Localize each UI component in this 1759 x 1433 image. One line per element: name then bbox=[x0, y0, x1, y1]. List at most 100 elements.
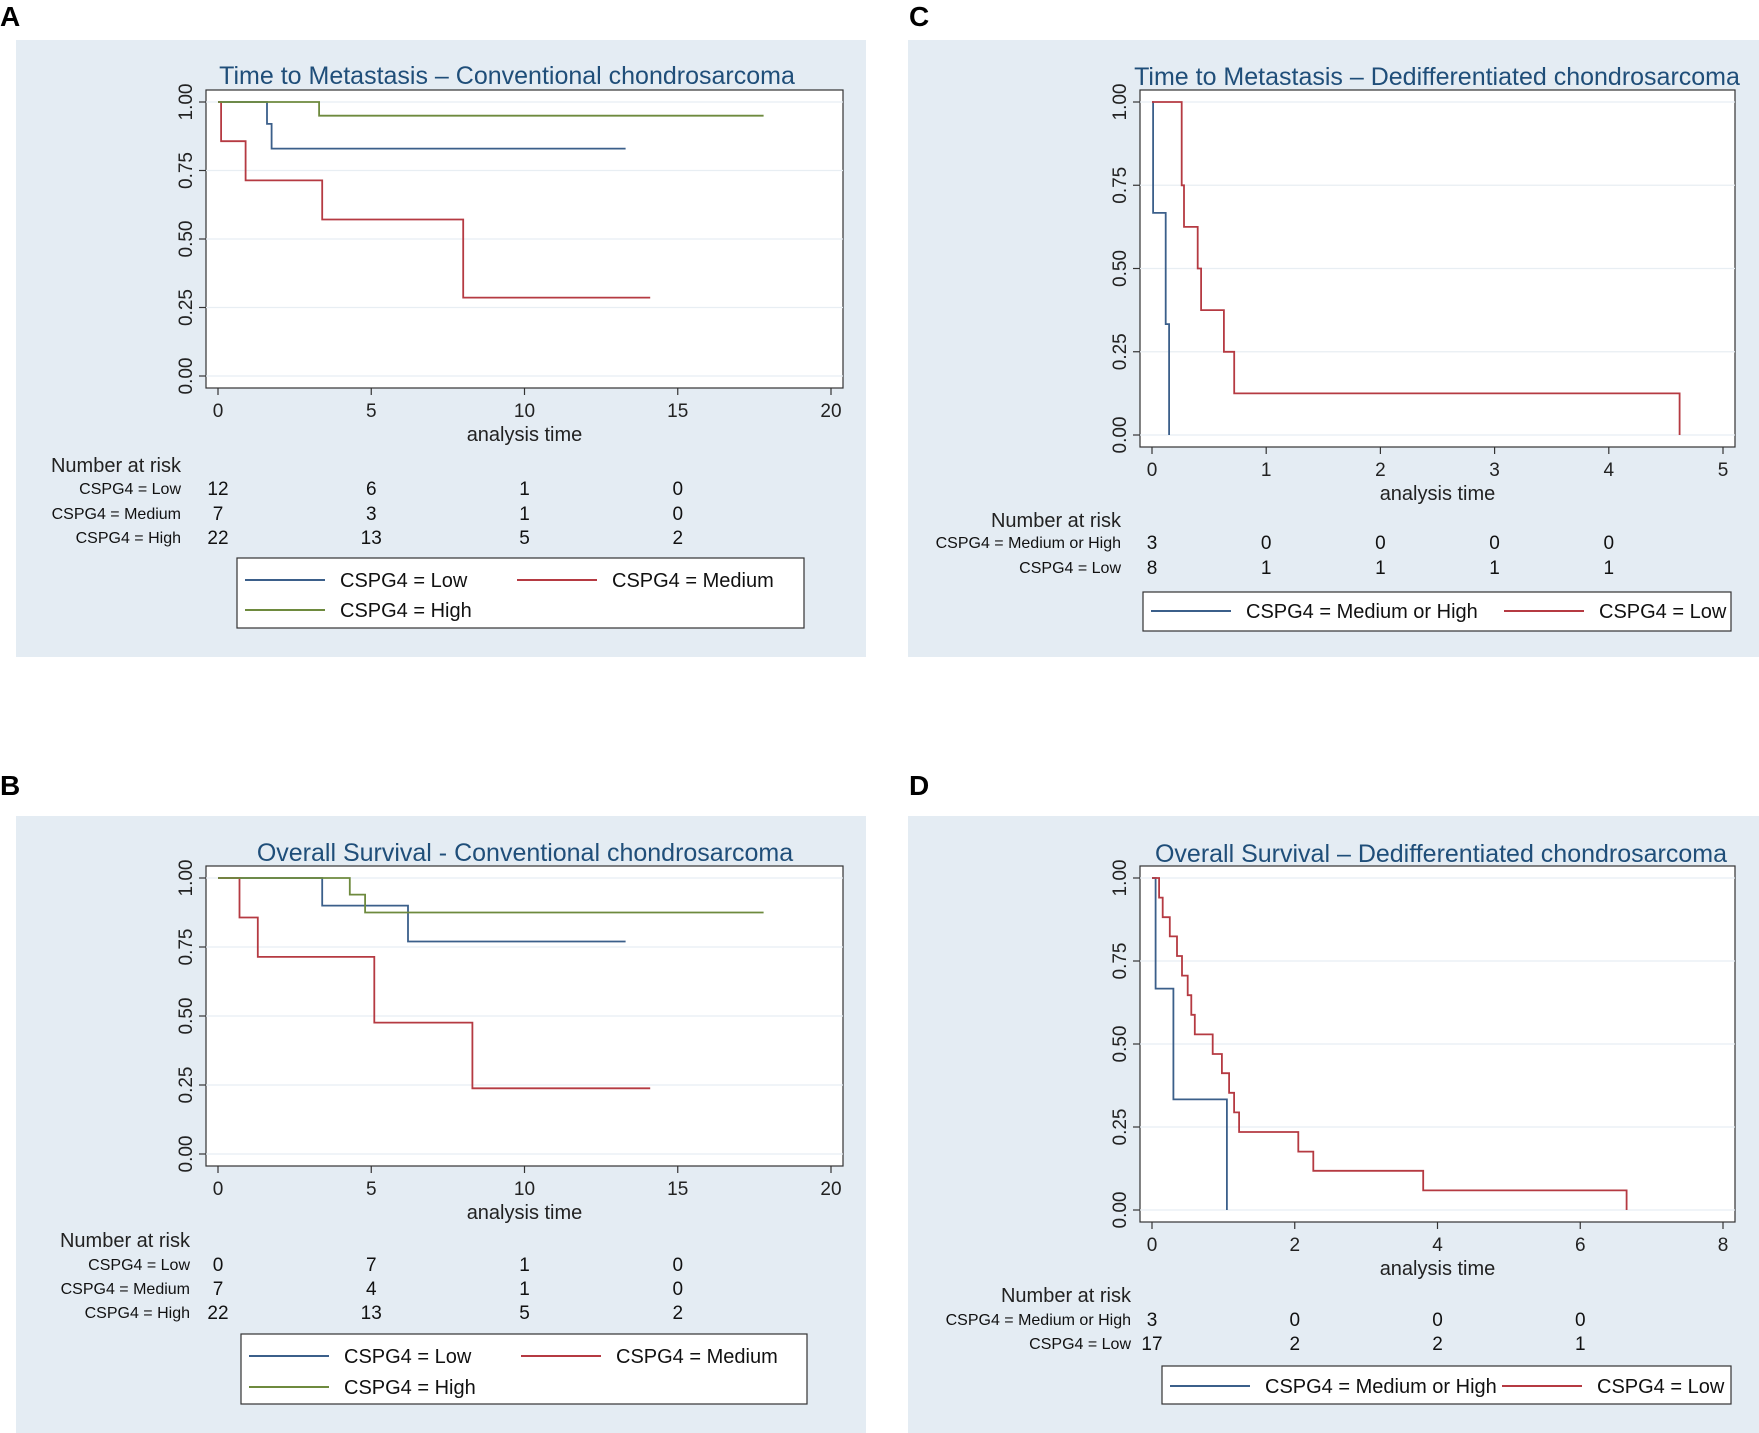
y-tick-label: 0.75 bbox=[176, 152, 197, 189]
risk-count: 13 bbox=[361, 1303, 382, 1324]
x-tick-label: 0 bbox=[213, 1179, 224, 1200]
y-tick-label: 0.25 bbox=[176, 1067, 197, 1104]
y-tick-label: 0.75 bbox=[1110, 943, 1131, 980]
risk-row-label: CSPG4 = Medium or High bbox=[936, 535, 1121, 552]
risk-count: 0 bbox=[672, 1279, 683, 1300]
series-line-cspg-medium bbox=[218, 101, 651, 299]
y-tick-label: 0.50 bbox=[176, 221, 197, 258]
chart-title: Time to Metastasis – Dedifferentiated ch… bbox=[1134, 63, 1740, 91]
risk-count: 6 bbox=[366, 479, 377, 500]
x-tick-label: 4 bbox=[1604, 460, 1615, 481]
risk-row-label: CSPG4 = High bbox=[85, 1305, 190, 1322]
risk-count: 1 bbox=[519, 479, 530, 500]
series-line-cspg-low bbox=[1152, 877, 1628, 1210]
risk-count: 0 bbox=[672, 479, 683, 500]
risk-count: 0 bbox=[1575, 1310, 1586, 1331]
risk-count: 4 bbox=[366, 1279, 377, 1300]
x-tick-label: 15 bbox=[667, 1179, 688, 1200]
y-tick-label: 1.00 bbox=[1110, 860, 1131, 897]
risk-count: 1 bbox=[519, 1279, 530, 1300]
risk-count: 12 bbox=[207, 479, 228, 500]
y-tick-label: 0.50 bbox=[176, 998, 197, 1035]
risk-table-heading: Number at risk bbox=[51, 455, 182, 477]
chart-title: Time to Metastasis – Conventional chondr… bbox=[219, 62, 795, 90]
x-tick-label: 0 bbox=[1147, 460, 1158, 481]
x-tick-label: 20 bbox=[820, 1179, 841, 1200]
risk-table-heading: Number at risk bbox=[991, 510, 1122, 532]
y-tick-label: 1.00 bbox=[176, 860, 197, 897]
risk-count: 0 bbox=[672, 504, 683, 525]
risk-count: 8 bbox=[1147, 558, 1158, 579]
risk-count: 1 bbox=[1575, 1334, 1586, 1355]
risk-table-heading: Number at risk bbox=[60, 1230, 191, 1252]
x-axis-label: analysis time bbox=[1380, 483, 1496, 505]
series-line-cspg-low bbox=[1152, 101, 1681, 435]
legend-entry: CSPG4 = Low bbox=[1599, 601, 1727, 623]
risk-row-label: CSPG4 = Medium or High bbox=[946, 1312, 1131, 1329]
panel-a: A Time to Metastasis – Conventional chond… bbox=[0, 1, 866, 657]
risk-count: 0 bbox=[672, 1255, 683, 1276]
risk-count: 22 bbox=[207, 528, 228, 549]
x-tick-label: 4 bbox=[1432, 1235, 1443, 1256]
x-tick-label: 2 bbox=[1289, 1235, 1300, 1256]
panel-label: C bbox=[909, 1, 929, 32]
x-tick-label: 5 bbox=[366, 401, 377, 422]
risk-row-label: CSPG4 = Low bbox=[79, 481, 181, 498]
risk-count: 3 bbox=[366, 504, 377, 525]
risk-count: 22 bbox=[207, 1303, 228, 1324]
risk-count: 0 bbox=[1432, 1310, 1443, 1331]
risk-row-label: CSPG4 = Medium bbox=[61, 1281, 190, 1298]
x-axis-label: analysis time bbox=[467, 424, 583, 446]
x-tick-label: 3 bbox=[1489, 460, 1500, 481]
x-tick-label: 10 bbox=[514, 401, 535, 422]
x-axis-label: analysis time bbox=[467, 1202, 583, 1224]
legend-entry: CSPG4 = High bbox=[340, 600, 472, 622]
y-tick-label: 1.00 bbox=[176, 84, 197, 121]
legend-entry: CSPG4 = Low bbox=[344, 1346, 472, 1368]
x-tick-label: 20 bbox=[820, 401, 841, 422]
legend-entry: CSPG4 = Medium bbox=[616, 1346, 778, 1368]
risk-count: 1 bbox=[519, 1255, 530, 1276]
y-tick-label: 1.00 bbox=[1110, 84, 1131, 121]
panel-label: D bbox=[909, 770, 929, 801]
risk-count: 2 bbox=[672, 528, 683, 549]
risk-count: 7 bbox=[213, 1279, 224, 1300]
legend-entry: CSPG4 = Medium bbox=[612, 570, 774, 592]
legend-box bbox=[240, 1333, 808, 1405]
risk-count: 1 bbox=[519, 504, 530, 525]
risk-count: 5 bbox=[519, 528, 530, 549]
risk-count: 1 bbox=[1489, 558, 1500, 579]
legend-entry: CSPG4 = High bbox=[344, 1377, 476, 1399]
risk-count: 1 bbox=[1604, 558, 1615, 579]
panel-label: B bbox=[0, 770, 20, 801]
panel-c: C Time to Metastasis – Dedifferentiated c… bbox=[908, 1, 1759, 657]
risk-row-label: CSPG4 = Medium bbox=[52, 506, 181, 523]
risk-count: 7 bbox=[366, 1255, 377, 1276]
x-tick-label: 5 bbox=[366, 1179, 377, 1200]
risk-count: 5 bbox=[519, 1303, 530, 1324]
legend-entry: CSPG4 = Medium or High bbox=[1246, 601, 1478, 623]
risk-count: 17 bbox=[1141, 1334, 1162, 1355]
y-tick-label: 0.25 bbox=[1110, 333, 1131, 370]
risk-table-heading: Number at risk bbox=[1001, 1285, 1132, 1307]
y-tick-label: 0.75 bbox=[176, 929, 197, 966]
legend-box bbox=[1142, 591, 1732, 632]
risk-count: 3 bbox=[1147, 533, 1158, 554]
risk-count: 0 bbox=[1289, 1310, 1300, 1331]
chart-title: Overall Survival - Conventional chondros… bbox=[257, 839, 793, 867]
panel-b: B Overall Survival - Conventional chondro… bbox=[0, 770, 866, 1433]
y-tick-label: 0.50 bbox=[1110, 1026, 1131, 1063]
legend: CSPG4 = Low CSPG4 = Medium CSPG4 = High bbox=[236, 557, 805, 629]
legend-entry: CSPG4 = Low bbox=[1597, 1376, 1725, 1398]
x-axis-label: analysis time bbox=[1380, 1258, 1496, 1280]
risk-count: 13 bbox=[361, 528, 382, 549]
x-tick-label: 5 bbox=[1718, 460, 1729, 481]
series-line-cspg-high bbox=[218, 101, 764, 117]
risk-count: 1 bbox=[1261, 558, 1272, 579]
risk-count: 2 bbox=[1432, 1334, 1443, 1355]
legend: CSPG4 = Medium or High CSPG4 = Low bbox=[1142, 591, 1732, 632]
y-tick-label: 0.50 bbox=[1110, 250, 1131, 287]
x-tick-label: 2 bbox=[1375, 460, 1386, 481]
risk-row-label: CSPG4 = Low bbox=[88, 1257, 190, 1274]
